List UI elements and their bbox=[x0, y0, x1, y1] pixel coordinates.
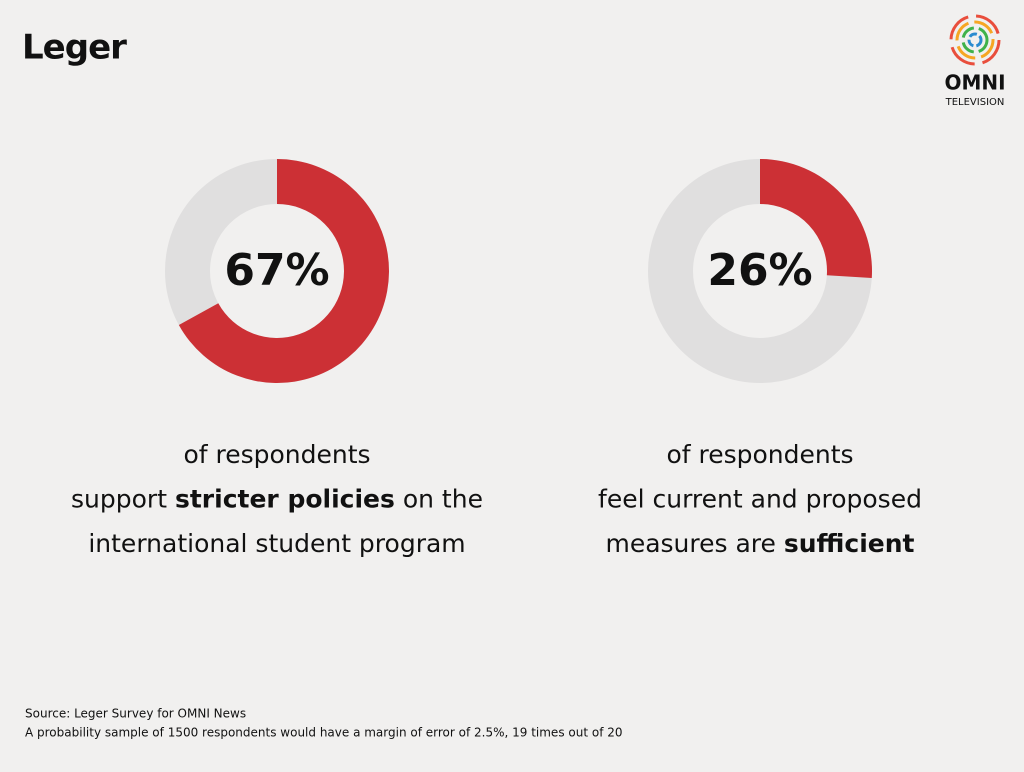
caption-run: on the bbox=[395, 485, 483, 514]
omni-emblem bbox=[949, 14, 1001, 66]
caption-run: of respondents bbox=[666, 440, 853, 469]
caption-run: international student program bbox=[88, 529, 465, 558]
caption-run: of respondents bbox=[183, 440, 370, 469]
caption-line: of respondents bbox=[666, 440, 853, 469]
caption-line: measures are sufficient bbox=[605, 529, 914, 558]
donut-segment bbox=[178, 159, 390, 384]
caption-run: stricter policies bbox=[175, 485, 395, 514]
caption-run: measures are bbox=[605, 529, 783, 558]
caption-line: feel current and proposed bbox=[598, 485, 922, 514]
footer-note: A probability sample of 1500 respondents… bbox=[25, 726, 623, 740]
caption-line: support stricter policies on the bbox=[71, 485, 483, 514]
omni-sub: TELEVISION bbox=[945, 97, 1005, 108]
omni-logo: OMNI bbox=[944, 71, 1005, 95]
caption-line: international student program bbox=[88, 529, 465, 558]
emblem-ring bbox=[955, 20, 995, 60]
leger-logo: Leger bbox=[22, 28, 127, 68]
value-label: 26% bbox=[707, 245, 812, 296]
emblem-ring bbox=[967, 32, 983, 48]
caption-run: feel current and proposed bbox=[598, 485, 922, 514]
caption-line: of respondents bbox=[183, 440, 370, 469]
value-label: 67% bbox=[224, 245, 329, 296]
donut-segment bbox=[760, 159, 872, 279]
footer-source: Source: Leger Survey for OMNI News bbox=[25, 707, 246, 721]
caption-run: support bbox=[71, 485, 175, 514]
emblem-ring bbox=[949, 14, 1001, 66]
emblem-ring bbox=[961, 26, 989, 54]
caption-run: sufficient bbox=[784, 529, 915, 558]
